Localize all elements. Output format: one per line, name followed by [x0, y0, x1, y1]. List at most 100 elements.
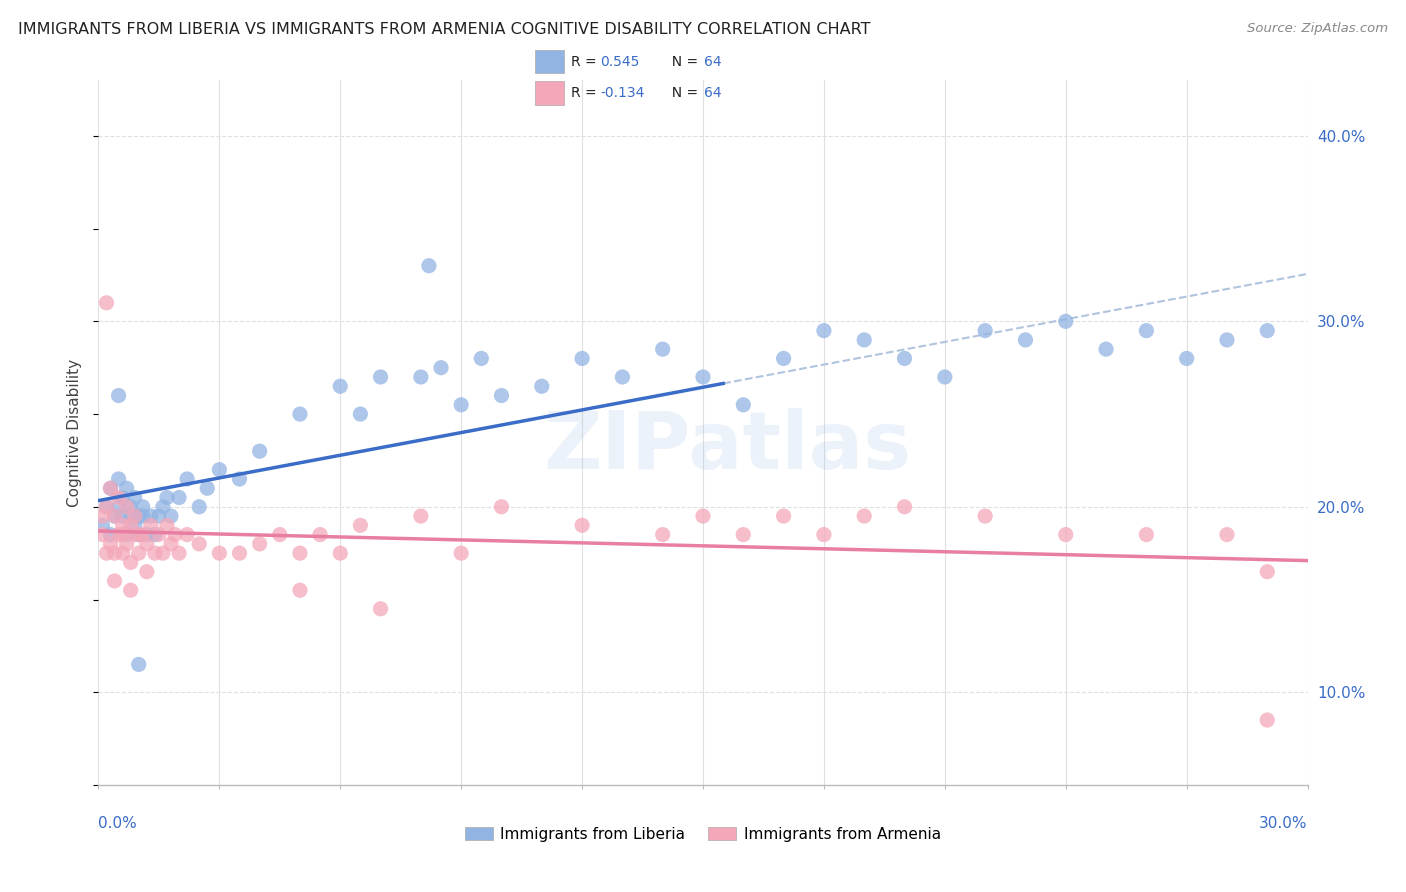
Point: [152, 500, 174, 514]
Point: [176, 472, 198, 486]
Point: [139, 509, 162, 524]
Point: [148, 509, 170, 524]
Point: [974, 509, 997, 524]
Point: [100, 537, 122, 551]
Point: [571, 518, 593, 533]
Point: [853, 509, 876, 524]
Point: [128, 527, 150, 541]
Point: [143, 527, 166, 541]
Text: N =: N =: [662, 87, 702, 100]
Point: [470, 351, 492, 366]
Point: [450, 546, 472, 560]
Point: [893, 500, 915, 514]
Point: [329, 379, 352, 393]
Point: [188, 537, 211, 551]
Point: [107, 527, 129, 541]
Point: [772, 509, 794, 524]
Point: [91, 527, 114, 541]
Text: R =: R =: [571, 54, 602, 69]
Point: [120, 556, 142, 570]
Point: [120, 518, 142, 533]
Point: [188, 500, 211, 514]
Point: [167, 546, 190, 560]
Point: [934, 370, 956, 384]
Point: [96, 546, 118, 560]
Point: [111, 509, 134, 524]
Point: [100, 481, 122, 495]
Text: 30.0%: 30.0%: [1260, 816, 1308, 831]
Point: [974, 324, 997, 338]
Point: [91, 509, 114, 524]
Text: N =: N =: [662, 54, 702, 69]
Point: [491, 388, 513, 402]
Text: IMMIGRANTS FROM LIBERIA VS IMMIGRANTS FROM ARMENIA COGNITIVE DISABILITY CORRELAT: IMMIGRANTS FROM LIBERIA VS IMMIGRANTS FR…: [18, 22, 870, 37]
Point: [103, 509, 125, 524]
Point: [103, 574, 125, 588]
Point: [111, 518, 134, 533]
Point: [1054, 314, 1077, 328]
Point: [120, 500, 142, 514]
Point: [450, 398, 472, 412]
Point: [651, 527, 673, 541]
Point: [160, 537, 183, 551]
Point: [430, 360, 453, 375]
Y-axis label: Cognitive Disability: Cognitive Disability: [67, 359, 83, 507]
Point: [120, 583, 142, 598]
FancyBboxPatch shape: [536, 81, 564, 104]
Point: [370, 601, 392, 615]
Point: [853, 333, 876, 347]
Point: [111, 491, 134, 505]
Point: [409, 509, 432, 524]
Point: [813, 324, 835, 338]
Point: [309, 527, 332, 541]
Point: [107, 500, 129, 514]
Point: [160, 509, 183, 524]
Point: [530, 379, 553, 393]
Legend: Immigrants from Liberia, Immigrants from Armenia: Immigrants from Liberia, Immigrants from…: [460, 821, 946, 847]
Text: -0.134: -0.134: [600, 87, 644, 100]
Point: [1095, 342, 1118, 356]
Point: [128, 657, 150, 672]
Point: [111, 527, 134, 541]
Point: [1256, 565, 1278, 579]
Point: [152, 546, 174, 560]
Point: [1256, 324, 1278, 338]
Point: [132, 509, 155, 524]
Point: [1216, 333, 1239, 347]
Point: [135, 537, 157, 551]
Point: [651, 342, 673, 356]
Point: [409, 370, 432, 384]
Point: [176, 527, 198, 541]
Point: [103, 509, 125, 524]
Point: [249, 537, 271, 551]
Point: [96, 500, 118, 514]
Point: [100, 481, 122, 495]
Point: [772, 351, 794, 366]
Point: [269, 527, 291, 541]
Point: [107, 388, 129, 402]
Point: [228, 546, 250, 560]
Point: [163, 527, 186, 541]
Point: [349, 407, 371, 421]
Point: [1135, 527, 1157, 541]
Point: [733, 527, 755, 541]
Point: [228, 472, 250, 486]
Point: [571, 351, 593, 366]
Point: [148, 527, 170, 541]
Text: Source: ZipAtlas.com: Source: ZipAtlas.com: [1247, 22, 1388, 36]
Point: [733, 398, 755, 412]
Point: [288, 583, 311, 598]
Point: [115, 527, 138, 541]
Point: [208, 546, 231, 560]
Point: [249, 444, 271, 458]
Point: [370, 370, 392, 384]
Point: [132, 527, 155, 541]
Point: [107, 472, 129, 486]
Point: [139, 518, 162, 533]
Point: [195, 481, 218, 495]
FancyBboxPatch shape: [536, 50, 564, 73]
Point: [115, 481, 138, 495]
Point: [96, 295, 118, 310]
Text: 0.545: 0.545: [600, 54, 640, 69]
Point: [692, 370, 714, 384]
